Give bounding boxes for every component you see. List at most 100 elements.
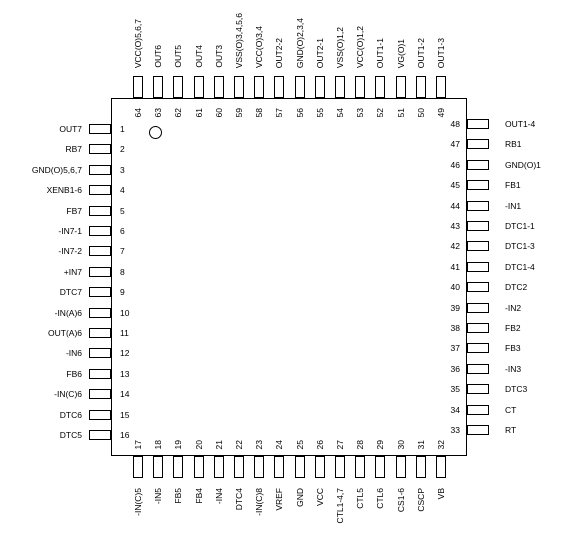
pin-label: FB4 <box>193 488 204 504</box>
pin-number: 52 <box>375 108 386 118</box>
pin-lead <box>173 76 184 98</box>
pin-lead <box>89 164 111 175</box>
pin-label: -IN1 <box>505 200 522 211</box>
pin-lead <box>274 456 285 478</box>
pin-number: 17 <box>133 440 143 450</box>
pin-label: RB7 <box>65 144 82 155</box>
pin-lead <box>89 144 111 155</box>
pin-number: 16 <box>120 430 130 440</box>
pin-number: 27 <box>335 440 345 450</box>
pin-number: 59 <box>234 108 244 118</box>
pin-label: OUT1-2 <box>415 37 426 68</box>
pin-number: 4 <box>120 185 125 196</box>
pin-lead <box>89 348 111 359</box>
pin-label: RB1 <box>505 139 522 150</box>
pin-lead <box>213 76 224 98</box>
pin-label: VCC(O)5,6,7 <box>133 18 143 68</box>
pin-lead <box>415 456 426 478</box>
pin-label: -IN6 <box>65 348 82 359</box>
pin-lead <box>89 185 111 196</box>
pin-number: 50 <box>415 108 426 118</box>
pin-label: VCC(O)3,4 <box>254 25 265 68</box>
pin-lead <box>89 389 111 400</box>
pin-label: FB5 <box>173 488 184 504</box>
pin-number: 24 <box>274 440 285 450</box>
pin-number: 18 <box>153 440 164 450</box>
pin-lead <box>467 200 489 211</box>
pin-number: 31 <box>415 440 426 450</box>
pin-label: VB <box>436 488 446 500</box>
pin-label: XENB1-6 <box>46 185 82 196</box>
pin-lead <box>89 226 111 236</box>
pin-lead <box>89 328 111 338</box>
pin-number: 28 <box>355 440 366 450</box>
pin-lead <box>254 456 265 478</box>
pin-lead <box>314 456 325 478</box>
pin-label: CT <box>505 404 517 415</box>
pin-number: 60 <box>213 108 224 118</box>
pin-label: GND <box>294 488 305 507</box>
pin-number: 10 <box>120 307 130 318</box>
pin-label: DTC1-1 <box>505 221 535 231</box>
pin-number: 20 <box>193 440 204 450</box>
pin-lead <box>436 76 446 98</box>
pin-lead <box>467 343 489 354</box>
pin-number: 29 <box>375 440 386 450</box>
pin-label: FB2 <box>505 323 521 333</box>
pin-label: RT <box>505 425 517 435</box>
pin-number: 45 <box>450 180 460 191</box>
pin-label: OUT2-2 <box>274 37 285 68</box>
pin-label: CS1-6 <box>395 488 406 513</box>
pin-label: FB7 <box>66 205 82 216</box>
pin-number: 33 <box>450 425 460 435</box>
pin-lead <box>467 119 489 129</box>
pin-number: 49 <box>436 108 446 118</box>
pin-label: VSS(O)1,2 <box>335 26 345 68</box>
pin-number: 19 <box>173 440 184 450</box>
pin-label: OUT1-1 <box>375 37 386 68</box>
pin-lead <box>355 456 366 478</box>
pin-lead <box>467 221 489 231</box>
pin-number: 40 <box>450 282 460 293</box>
pin-number: 34 <box>450 404 460 415</box>
pin-number: 46 <box>450 159 460 170</box>
pin-number: 43 <box>450 221 460 231</box>
pin-lead <box>193 76 204 98</box>
pin-lead <box>467 261 489 272</box>
pin-number: 63 <box>153 108 164 118</box>
pin-lead <box>274 76 285 98</box>
pin-number: 1 <box>120 124 125 134</box>
pin-lead <box>193 456 204 478</box>
pin-label: CTL1-4,7 <box>335 488 345 524</box>
pin-label: FB6 <box>66 368 82 379</box>
pin-label: -IN(C)8 <box>254 488 265 516</box>
pin-number: 9 <box>120 287 125 298</box>
pin-lead <box>355 76 366 98</box>
pin-lead <box>395 76 406 98</box>
pin-lead <box>294 456 305 478</box>
pin-lead <box>467 139 489 150</box>
pin-label: DTC1-3 <box>505 241 535 252</box>
pin-lead <box>234 76 244 98</box>
pin-label: +IN7 <box>63 266 82 277</box>
pin-label: OUT1-4 <box>505 119 536 129</box>
pin-lead <box>89 287 111 298</box>
pin-number: 64 <box>133 108 143 118</box>
pin-number: 22 <box>234 440 244 450</box>
pin-label: -IN7-2 <box>58 246 82 257</box>
pin-label: VREF <box>274 488 285 511</box>
pin-number: 47 <box>450 139 460 150</box>
pin-lead <box>335 76 345 98</box>
pin-lead <box>133 456 143 478</box>
pin-label: -IN(C)5 <box>133 488 143 516</box>
pin-number: 13 <box>120 368 130 379</box>
pin-lead <box>153 456 164 478</box>
pin-number: 26 <box>314 440 325 450</box>
pin-number: 37 <box>450 343 460 354</box>
pin-number: 6 <box>120 226 125 236</box>
pin-label: OUT7 <box>59 124 82 134</box>
pin-number: 54 <box>335 108 345 118</box>
pin-number: 8 <box>120 266 125 277</box>
pin-label: VCC(O)1,2 <box>355 25 366 68</box>
pin-label: OUT3 <box>213 45 224 68</box>
